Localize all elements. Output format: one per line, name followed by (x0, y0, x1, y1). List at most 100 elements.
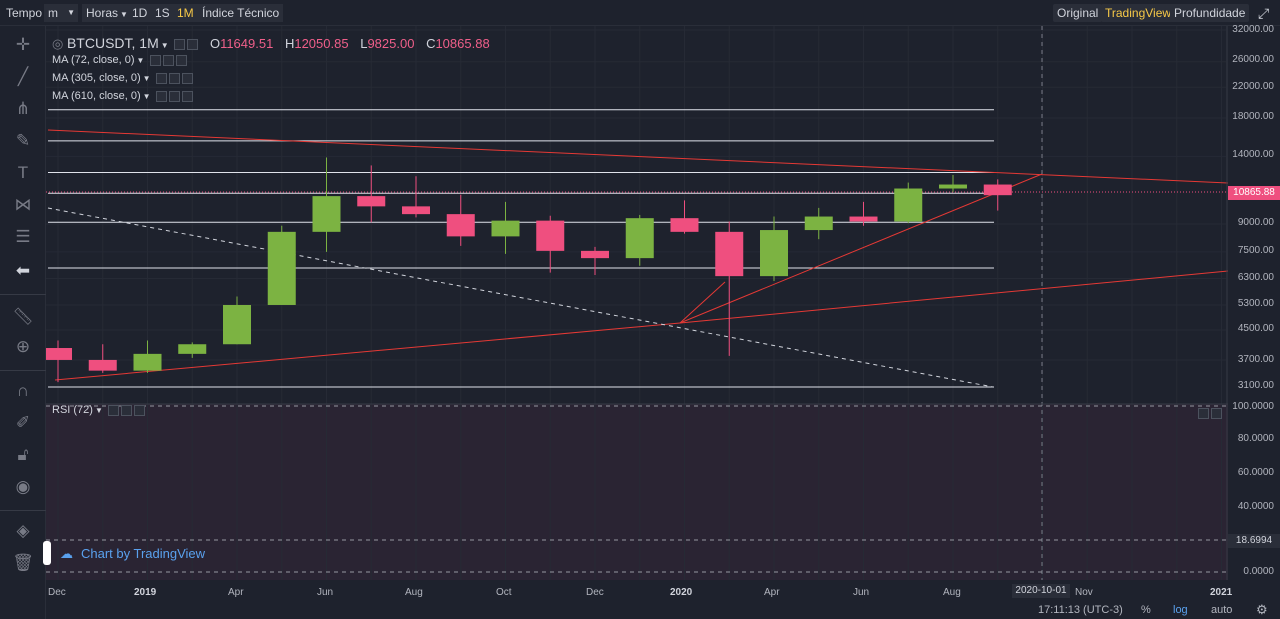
rsi-current-badge: 18.6994 (1228, 534, 1280, 548)
tradingview-view-button[interactable]: TradingView (1101, 4, 1176, 22)
range-1s-button[interactable]: 1S (151, 4, 174, 22)
indicators-button[interactable]: Índice Técnico (198, 4, 284, 22)
price-label: 4500.00 (1237, 323, 1274, 334)
price-chart[interactable] (46, 26, 1280, 619)
rsi-axis-label: 80.0000 (1237, 433, 1274, 444)
price-label: 5300.00 (1237, 298, 1274, 309)
time-label: Oct (496, 587, 512, 598)
trash-icon[interactable]: 🗑︎ (12, 553, 34, 572)
price-label: 6300.00 (1237, 272, 1274, 283)
ma72-legend[interactable]: MA (72, close, 0) ▼ (52, 54, 187, 66)
settings-button[interactable] (168, 72, 180, 84)
chevron-down-icon: ▼ (67, 8, 75, 17)
pane-up-button[interactable] (1198, 408, 1209, 420)
symbol-label[interactable]: BTCUSDT, 1M (66, 35, 159, 51)
time-label: Jun (317, 587, 334, 598)
settings-button[interactable] (149, 54, 161, 66)
current-price-badge: 10865.88 (1228, 186, 1280, 200)
time-label: Dec (586, 587, 604, 598)
open-label: O (209, 36, 221, 51)
chevron-down-icon[interactable]: ▼ (136, 56, 145, 65)
settings-button[interactable] (107, 404, 119, 416)
fib-icon[interactable]: ☰ (15, 227, 31, 246)
back-arrow-icon[interactable]: ⬅ (15, 261, 31, 280)
magnet-icon[interactable]: ∩ (16, 381, 30, 400)
eye-icon[interactable]: ◉ (15, 477, 31, 496)
candle-body (312, 196, 341, 232)
legend-settings-button[interactable] (174, 39, 186, 51)
low-label: L (360, 36, 368, 51)
lock-icon[interactable]: 🔓︎ (17, 445, 29, 464)
price-label: 22000.00 (1232, 81, 1274, 92)
interval-dropdown[interactable]: m ▼ (44, 4, 78, 22)
ma610-legend[interactable]: MA (610, close, 0) ▼ (52, 90, 193, 102)
watermark-label: Chart by TradingView (81, 546, 206, 561)
close-button[interactable] (181, 90, 193, 102)
candle-body (357, 196, 386, 207)
top-toolbar: Tempo m ▼ Horas ▼ 1D 1S 1M Índice Técnico … (0, 0, 1280, 26)
percent-toggle[interactable]: % (1141, 604, 1151, 616)
layers-icon[interactable]: ◈ (16, 521, 30, 540)
brush-icon[interactable]: ✎ (15, 131, 31, 150)
trendlines (46, 26, 1229, 580)
crosshair-icon[interactable]: ✛ (15, 35, 31, 54)
lock-drawing-icon[interactable]: ✐ (15, 413, 31, 432)
close-button[interactable] (133, 404, 145, 416)
high-label: H (284, 36, 295, 51)
cursor-date-badge: 2020-10-01 (1012, 584, 1070, 598)
depth-view-button[interactable]: Profundidade (1170, 4, 1250, 22)
hours-label: Horas (86, 6, 119, 20)
ma305-label: MA (305, close, 0) (52, 72, 141, 84)
candle-body (267, 231, 296, 305)
rsi-pane-bg (46, 404, 1228, 580)
auto-toggle[interactable]: auto (1211, 604, 1233, 616)
settings-button[interactable] (120, 404, 132, 416)
clock-label: 17:11:13 (UTC-3) (1038, 604, 1123, 616)
trendline-icon[interactable]: ╱ (17, 67, 29, 86)
candle-body (849, 216, 878, 222)
fork-icon[interactable]: ⋔ (15, 99, 31, 118)
chevron-down-icon[interactable]: ▼ (160, 41, 169, 50)
candle-body (939, 184, 967, 189)
rsi-pane-controls (1196, 406, 1222, 420)
fullscreen-icon[interactable]: ⤢ (1258, 5, 1270, 21)
settings-button[interactable] (168, 90, 180, 102)
time-label: Dec (48, 587, 66, 598)
chevron-down-icon[interactable]: ▼ (142, 74, 151, 83)
price-axis-bg (1228, 26, 1280, 619)
range-1m-button[interactable]: 1M (173, 4, 198, 22)
scroll-handle[interactable] (43, 541, 51, 565)
legend-visibility-button[interactable] (187, 39, 199, 51)
time-label: 2021 (1210, 587, 1233, 598)
zoom-in-icon[interactable]: ⊕ (15, 337, 31, 356)
tradingview-watermark[interactable]: ☁ Chart by TradingView (60, 544, 205, 564)
candle-body (581, 250, 609, 259)
time-label: Apr (228, 587, 244, 598)
pattern-icon[interactable]: ⋈ (14, 195, 32, 214)
chevron-down-icon[interactable]: ▼ (94, 406, 103, 415)
text-icon[interactable]: T (17, 163, 29, 182)
time-label: Jun (853, 587, 870, 598)
log-toggle[interactable]: log (1173, 604, 1188, 616)
pane-maximize-button[interactable] (1211, 408, 1222, 420)
rsi-legend[interactable]: RSI (72) ▼ (52, 404, 145, 416)
settings-button[interactable] (162, 54, 174, 66)
original-view-button[interactable]: Original (1053, 4, 1103, 22)
candle-body (715, 231, 744, 277)
rsi-axis-label: 60.0000 (1237, 467, 1274, 478)
ruler-icon[interactable]: 📏︎ (12, 307, 34, 326)
settings-button[interactable] (155, 72, 167, 84)
pivot-trendline (679, 281, 726, 324)
gear-icon[interactable]: ⚙ (1256, 602, 1268, 617)
close-button[interactable] (181, 72, 193, 84)
time-axis-bg (46, 580, 1280, 619)
settings-button[interactable] (155, 90, 167, 102)
range-1d-button[interactable]: 1D (128, 4, 152, 22)
ma305-legend[interactable]: MA (305, close, 0) ▼ (52, 72, 193, 84)
chevron-down-icon[interactable]: ▼ (142, 92, 151, 101)
hours-dropdown[interactable]: Horas ▼ (82, 4, 132, 22)
drawing-toolbar: ✛ ╱ ⋔ ✎ T ⋈ ☰ ⬅ 📏︎ ⊕ ∩ ✐ 🔓︎ ◉ ◈ 🗑︎ (0, 26, 46, 619)
close-button[interactable] (175, 54, 187, 66)
ma610-label: MA (610, close, 0) (52, 90, 141, 102)
time-label: 2019 (134, 587, 157, 598)
